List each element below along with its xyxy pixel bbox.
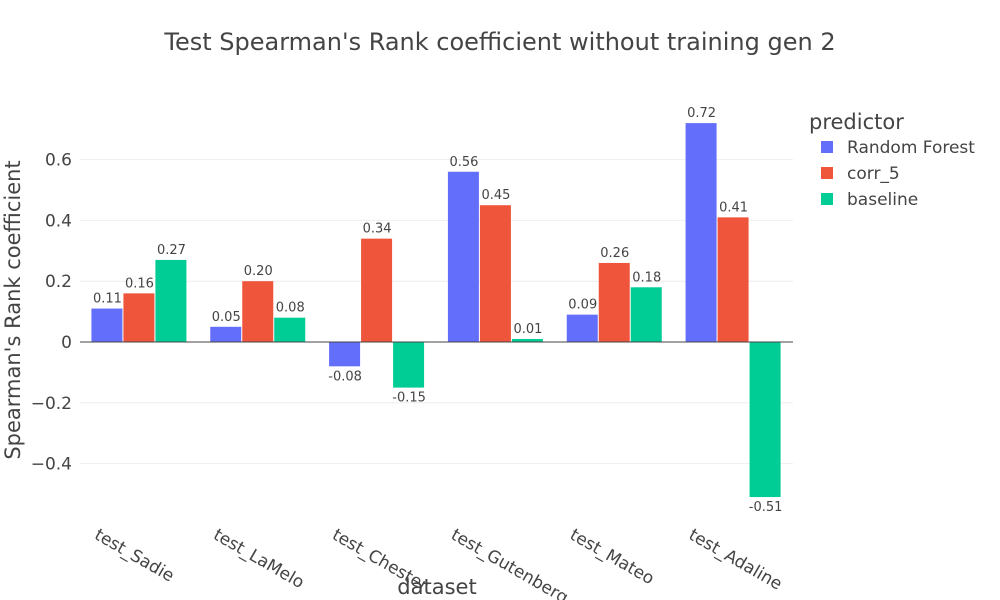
bar — [393, 342, 425, 388]
bar — [749, 342, 781, 498]
bar-value-label: -0.08 — [328, 369, 362, 384]
bar — [685, 123, 717, 343]
bar — [630, 287, 662, 342]
bar — [717, 217, 749, 342]
bar-value-label: 0.45 — [481, 188, 510, 203]
y-tick-label: −0.2 — [31, 394, 72, 414]
bar — [155, 259, 187, 342]
legend-item-label: baseline — [847, 190, 918, 210]
bar-value-label: -0.51 — [749, 500, 783, 515]
bar — [329, 342, 361, 367]
legend-swatch — [821, 193, 833, 205]
bar — [274, 317, 306, 342]
bar-value-label: 0.26 — [600, 246, 629, 261]
bar-value-label: 0.01 — [513, 322, 542, 337]
y-tick-label: 0.2 — [45, 272, 72, 292]
y-tick-label: 0 — [61, 333, 72, 353]
bar — [123, 293, 155, 342]
bar-value-label: 0.09 — [568, 298, 597, 313]
legend-item-label: Random Forest — [847, 138, 975, 158]
bar — [566, 314, 598, 342]
grid-layer — [80, 159, 793, 465]
bar-value-label: 0.34 — [363, 222, 392, 237]
bar — [479, 205, 511, 342]
bar-value-label: 0.41 — [719, 200, 748, 215]
bar — [91, 308, 123, 342]
x-tick-label: test_Sadie — [91, 525, 178, 586]
bar-value-label: 0.20 — [244, 264, 273, 279]
legend-item-label: corr_5 — [847, 164, 900, 184]
x-tick-label: test_Adaline — [685, 525, 785, 595]
bar-value-label: 0.18 — [632, 270, 661, 285]
legend-title: predictor — [809, 110, 904, 134]
y-tick-label: −0.4 — [31, 455, 72, 475]
bars-layer — [80, 123, 793, 498]
bar — [447, 171, 479, 342]
legend-swatch — [821, 141, 833, 153]
labels-layer: 0.11 0.05 -0.08 0.56 0.09 0.72 0.16 0.20 0.34 0.4… — [93, 106, 782, 515]
legend-swatch — [821, 167, 833, 179]
bar-value-label: 0.56 — [449, 155, 478, 170]
y-tick-label: 0.6 — [45, 151, 72, 171]
bar — [361, 238, 393, 342]
bar — [242, 281, 274, 342]
x-axis-title: dataset — [397, 575, 476, 599]
y-axis-title: Spearman's Rank coefficient — [1, 160, 25, 459]
bar-value-label: 0.08 — [276, 301, 305, 316]
bar — [210, 326, 242, 342]
x-tick-label: test_Mateo — [566, 525, 657, 589]
chart-title: Test Spearman's Rank coefficient without… — [163, 28, 835, 56]
bar-value-label: -0.15 — [392, 391, 426, 406]
bar-value-label: 0.05 — [212, 310, 241, 325]
x-tick-label: test_LaMelo — [210, 525, 308, 593]
y-tick-label: 0.4 — [45, 211, 72, 231]
bar — [511, 338, 543, 342]
bar-value-label: 0.16 — [125, 276, 154, 291]
y-tick-labels: −0.4 −0.2 0 0.2 0.4 0.6 — [31, 151, 72, 475]
bar-value-label: 0.27 — [157, 243, 186, 258]
bar-value-label: 0.11 — [93, 292, 122, 307]
bar — [598, 262, 630, 342]
legend: predictor Random Forest corr_5 baseline — [809, 110, 975, 210]
bar-value-label: 0.72 — [687, 106, 716, 121]
